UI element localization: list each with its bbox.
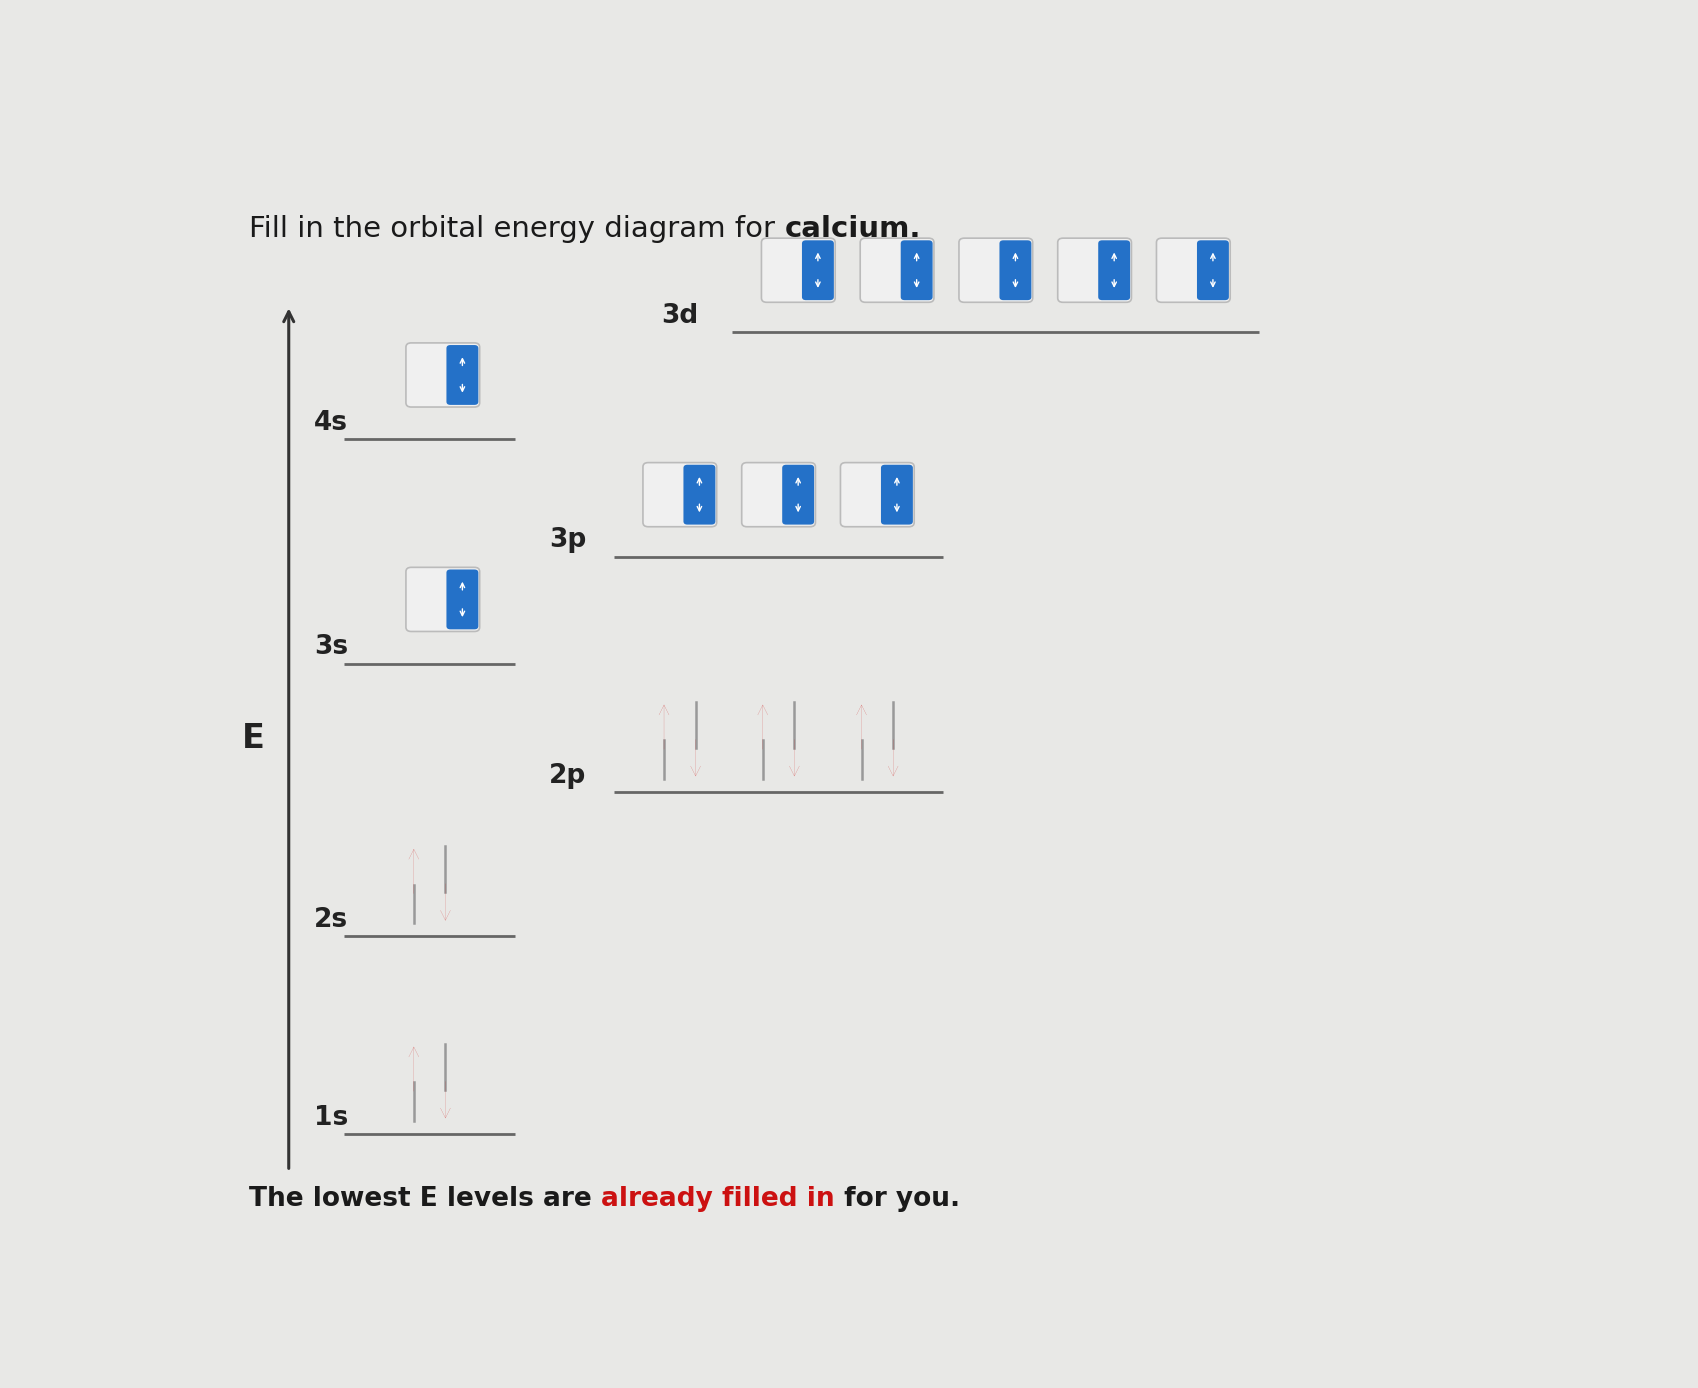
- Text: The lowest E levels are already filled in for you.: The lowest E levels are already filled i…: [250, 1185, 959, 1212]
- Text: 3d: 3d: [661, 303, 698, 329]
- FancyBboxPatch shape: [1197, 240, 1228, 300]
- Text: Fill in the orbital energy diagram for calcium.: Fill in the orbital energy diagram for c…: [250, 215, 907, 243]
- FancyBboxPatch shape: [841, 462, 914, 526]
- Text: Fill in the orbital energy diagram for: Fill in the orbital energy diagram for: [250, 215, 784, 243]
- FancyBboxPatch shape: [683, 465, 715, 525]
- FancyBboxPatch shape: [642, 462, 717, 526]
- Text: Fill in the orbital energy diagram for: Fill in the orbital energy diagram for: [250, 215, 784, 243]
- Text: 1s: 1s: [314, 1105, 348, 1131]
- FancyBboxPatch shape: [781, 465, 813, 525]
- Text: 2p: 2p: [548, 762, 586, 788]
- FancyBboxPatch shape: [998, 240, 1031, 300]
- Text: E: E: [243, 722, 265, 755]
- FancyBboxPatch shape: [859, 239, 934, 303]
- Text: 3s: 3s: [314, 634, 348, 661]
- FancyBboxPatch shape: [801, 240, 834, 300]
- Text: already filled in: already filled in: [601, 1185, 834, 1212]
- FancyBboxPatch shape: [900, 240, 932, 300]
- FancyBboxPatch shape: [1156, 239, 1229, 303]
- FancyBboxPatch shape: [447, 346, 479, 405]
- FancyBboxPatch shape: [406, 343, 479, 407]
- Text: 3p: 3p: [548, 527, 586, 554]
- FancyBboxPatch shape: [761, 239, 835, 303]
- Text: for you.: for you.: [834, 1185, 959, 1212]
- Text: 2s: 2s: [314, 906, 348, 933]
- Text: The lowest E levels are: The lowest E levels are: [250, 1185, 601, 1212]
- Text: 4s: 4s: [314, 409, 348, 436]
- FancyBboxPatch shape: [881, 465, 912, 525]
- FancyBboxPatch shape: [1058, 239, 1131, 303]
- FancyBboxPatch shape: [742, 462, 815, 526]
- FancyBboxPatch shape: [1097, 240, 1129, 300]
- FancyBboxPatch shape: [447, 569, 479, 629]
- FancyBboxPatch shape: [958, 239, 1032, 303]
- Text: calcium.: calcium.: [784, 215, 920, 243]
- FancyBboxPatch shape: [406, 568, 479, 632]
